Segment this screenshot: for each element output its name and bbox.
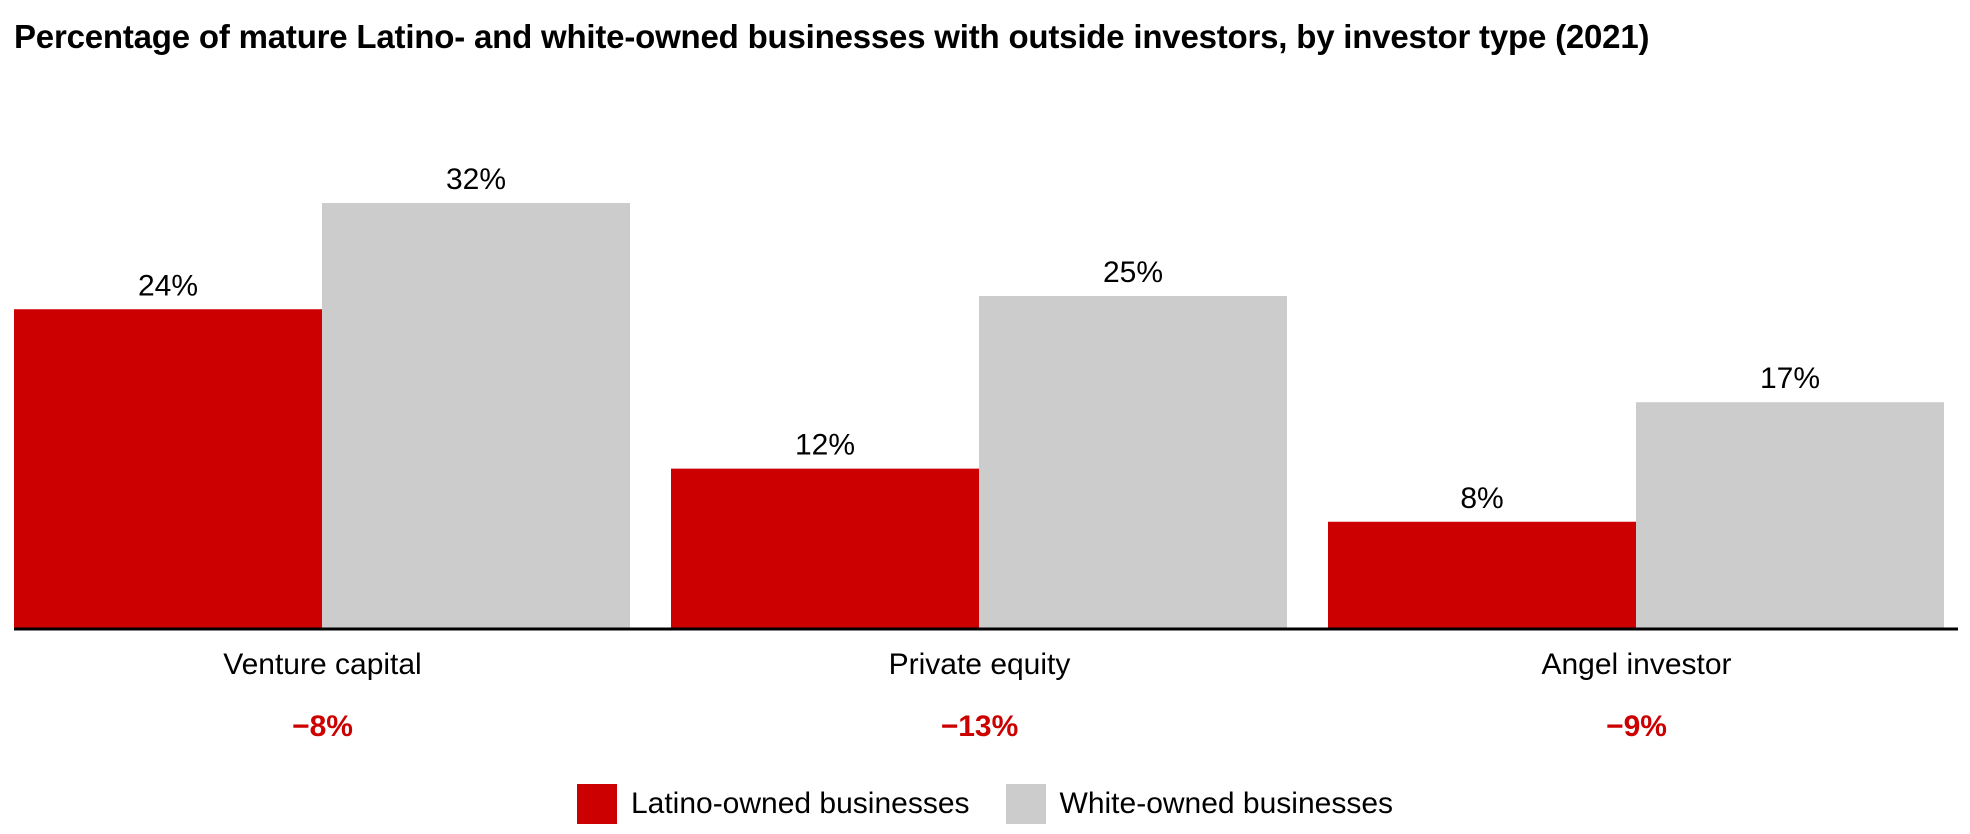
bar-value-label: 25% — [1103, 256, 1163, 289]
bar-latino — [14, 309, 322, 628]
legend-swatch-white — [1005, 784, 1046, 824]
difference-label: −13% — [941, 710, 1019, 743]
difference-label: −9% — [1606, 710, 1667, 743]
bar-latino — [1328, 521, 1636, 628]
legend-swatch-latino — [576, 784, 617, 824]
category-label: Venture capital — [223, 648, 421, 681]
category-label: Angel investor — [1541, 648, 1731, 681]
legend-label-latino: Latino-owned businesses — [630, 787, 970, 820]
difference-label: −8% — [292, 710, 353, 743]
legend-item-white: White-owned businesses — [1005, 784, 1394, 824]
category-label: Private equity — [889, 648, 1071, 681]
bar-value-label: 17% — [1760, 362, 1820, 395]
bar-value-label: 24% — [138, 269, 198, 302]
bar-chart: 24% 32% Venture capital −8% 12% 25% Private eq… — [14, 163, 1958, 743]
legend-label-white: White-owned businesses — [1059, 787, 1394, 820]
bar-white — [322, 203, 630, 628]
bar-value-label: 32% — [446, 163, 506, 196]
bar-value-label: 12% — [795, 429, 855, 462]
bar-value-label: 8% — [1460, 482, 1503, 515]
legend-item-latino: Latino-owned businesses — [576, 784, 970, 824]
bar-latino — [671, 468, 979, 628]
legend: Latino-owned businesses White-owned busi… — [0, 784, 1970, 824]
chart-title: Percentage of mature Latino- and white-o… — [14, 18, 1650, 55]
bar-white — [1636, 402, 1944, 628]
bar-white — [979, 295, 1287, 628]
